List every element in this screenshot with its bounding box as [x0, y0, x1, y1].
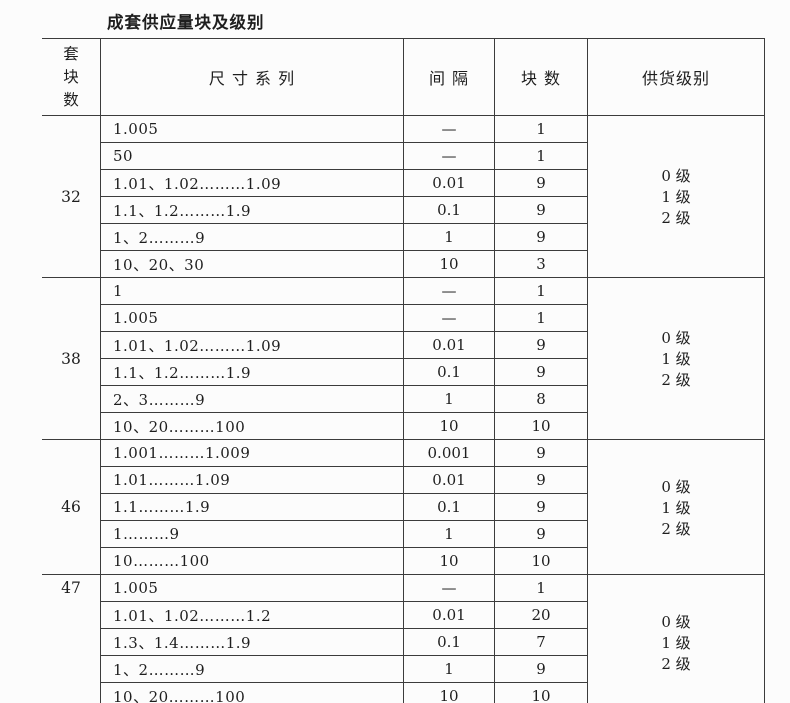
grade-line: 0 级	[661, 477, 691, 496]
interval-cell: 0.01	[403, 170, 494, 197]
block-count-cell: 1	[494, 278, 587, 305]
size-series-cell: 50	[100, 143, 403, 170]
size-series-cell: 1.01、1.02………1.09	[100, 332, 403, 359]
size-series-cell: 1.01………1.09	[100, 467, 403, 494]
interval-cell: —	[403, 575, 494, 602]
grade-line: 0 级	[661, 167, 691, 185]
supply-grade-lines: 0 级 1 级 2 级	[661, 611, 690, 674]
block-count-cell: 8	[494, 386, 587, 413]
interval-cell: 0.01	[403, 467, 494, 494]
supply-grade-lines: 0 级 1 级 2 级	[661, 327, 690, 390]
interval-cell: 0.1	[403, 494, 494, 521]
interval-cell: 10	[403, 683, 494, 703]
supply-grade-cell: 0 级 1 级 2 级	[587, 278, 765, 440]
size-series-cell: 10、20………100	[100, 413, 403, 440]
supply-grade-lines: 0 级 1 级 2 级	[661, 476, 690, 539]
size-series-cell: 1………9	[100, 521, 403, 548]
block-count-cell: 9	[494, 170, 587, 197]
interval-cell: 0.01	[403, 332, 494, 359]
size-series-cell: 2、3………9	[100, 386, 403, 413]
block-count-cell: 9	[494, 332, 587, 359]
size-series-cell: 1.1、1.2………1.9	[100, 197, 403, 224]
size-series-cell: 1、2………9	[100, 656, 403, 683]
gauge-block-table: 套块数 尺 寸 系 列 间 隔 块 数 供货级别 32 1.005—1 50—1 1.…	[42, 38, 765, 703]
set-count-cell: 32	[42, 116, 100, 278]
set-count-cell: 47	[42, 575, 100, 703]
header-size-series: 尺 寸 系 列	[100, 39, 403, 116]
interval-cell: 10	[403, 251, 494, 278]
block-count-cell: 9	[494, 224, 587, 251]
interval-cell: —	[403, 278, 494, 305]
block-count-cell: 9	[494, 521, 587, 548]
block-count-cell: 9	[494, 197, 587, 224]
block-count-cell: 1	[494, 143, 587, 170]
block-count-cell: 1	[494, 116, 587, 143]
size-series-cell: 10………100	[100, 548, 403, 575]
size-series-cell: 1.005	[100, 305, 403, 332]
grade-line: 1 级	[661, 188, 691, 206]
interval-cell: 1	[403, 386, 494, 413]
interval-cell: 0.1	[403, 629, 494, 656]
header-supply-grade: 供货级别	[587, 39, 765, 116]
size-series-cell: 1.001………1.009	[100, 440, 403, 467]
interval-cell: 0.1	[403, 359, 494, 386]
block-count-cell: 9	[494, 494, 587, 521]
interval-cell: 10	[403, 413, 494, 440]
grade-line: 1 级	[661, 498, 691, 517]
supply-grade-cell: 0 级 1 级 2 级	[587, 116, 765, 278]
size-series-cell: 1.005	[100, 575, 403, 602]
block-count-cell: 9	[494, 359, 587, 386]
block-count-cell: 1	[494, 575, 587, 602]
header-interval: 间 隔	[403, 39, 494, 116]
grade-line: 1 级	[661, 633, 691, 652]
interval-cell: 10	[403, 548, 494, 575]
grade-line: 0 级	[661, 329, 691, 347]
size-series-cell: 1.005	[100, 116, 403, 143]
interval-cell: 0.01	[403, 602, 494, 629]
block-count-cell: 9	[494, 467, 587, 494]
block-count-cell: 3	[494, 251, 587, 278]
grade-line: 2 级	[661, 371, 691, 389]
block-count-cell: 10	[494, 548, 587, 575]
size-series-cell: 10、20………100	[100, 683, 403, 703]
grade-line: 2 级	[661, 654, 691, 673]
block-count-cell: 1	[494, 305, 587, 332]
interval-cell: 1	[403, 656, 494, 683]
size-series-cell: 1.1………1.9	[100, 494, 403, 521]
header-set-count: 套块数	[42, 39, 100, 116]
set-count-cell: 38	[42, 278, 100, 440]
interval-cell: 1	[403, 521, 494, 548]
interval-cell: 0.001	[403, 440, 494, 467]
set-count-cell: 46	[42, 440, 100, 575]
block-count-cell: 9	[494, 656, 587, 683]
block-count-cell: 10	[494, 413, 587, 440]
supply-grade-cell: 0 级 1 级 2 级	[587, 575, 765, 703]
size-series-cell: 10、20、30	[100, 251, 403, 278]
table-title: 成套供应量块及级别	[107, 13, 265, 32]
size-series-cell: 1、2………9	[100, 224, 403, 251]
interval-cell: —	[403, 305, 494, 332]
supply-grade-cell: 0 级 1 级 2 级	[587, 440, 765, 575]
size-series-cell: 1	[100, 278, 403, 305]
grade-line: 2 级	[661, 209, 691, 227]
grade-line: 2 级	[661, 519, 691, 538]
header-block-count: 块 数	[494, 39, 587, 116]
block-count-cell: 20	[494, 602, 587, 629]
supply-grade-lines: 0 级 1 级 2 级	[661, 165, 690, 228]
block-count-cell: 7	[494, 629, 587, 656]
interval-cell: 1	[403, 224, 494, 251]
block-count-cell: 9	[494, 440, 587, 467]
grade-line: 0 级	[661, 612, 691, 631]
header-set-count-label: 套块数	[63, 44, 79, 109]
size-series-cell: 1.01、1.02………1.09	[100, 170, 403, 197]
interval-cell: 0.1	[403, 197, 494, 224]
interval-cell: —	[403, 143, 494, 170]
interval-cell: —	[403, 116, 494, 143]
size-series-cell: 1.1、1.2………1.9	[100, 359, 403, 386]
size-series-cell: 1.01、1.02………1.2	[100, 602, 403, 629]
grade-line: 1 级	[661, 350, 691, 368]
block-count-cell: 10	[494, 683, 587, 703]
size-series-cell: 1.3、1.4………1.9	[100, 629, 403, 656]
